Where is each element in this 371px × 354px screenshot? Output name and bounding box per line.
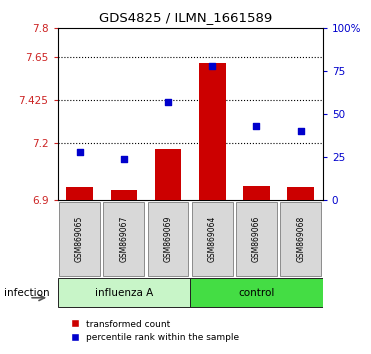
Point bbox=[165, 99, 171, 105]
Text: GSM869068: GSM869068 bbox=[296, 216, 305, 262]
FancyBboxPatch shape bbox=[192, 201, 233, 276]
FancyBboxPatch shape bbox=[236, 201, 277, 276]
Text: GSM869064: GSM869064 bbox=[208, 216, 217, 262]
Bar bbox=[66, 187, 93, 200]
Text: GDS4825 / ILMN_1661589: GDS4825 / ILMN_1661589 bbox=[99, 11, 272, 24]
Text: GSM869067: GSM869067 bbox=[119, 216, 128, 262]
Point bbox=[253, 123, 259, 129]
Text: influenza A: influenza A bbox=[95, 288, 153, 298]
FancyBboxPatch shape bbox=[104, 201, 144, 276]
Text: GSM869069: GSM869069 bbox=[164, 216, 173, 262]
FancyBboxPatch shape bbox=[58, 279, 190, 307]
Text: infection: infection bbox=[4, 288, 49, 298]
Text: control: control bbox=[238, 288, 275, 298]
Point bbox=[298, 129, 303, 134]
FancyBboxPatch shape bbox=[190, 279, 323, 307]
Bar bbox=[243, 186, 270, 200]
Text: GSM869066: GSM869066 bbox=[252, 216, 261, 262]
Bar bbox=[155, 149, 181, 200]
Text: GSM869065: GSM869065 bbox=[75, 216, 84, 262]
Point bbox=[121, 156, 127, 162]
Legend: transformed count, percentile rank within the sample: transformed count, percentile rank withi… bbox=[62, 316, 243, 346]
Point bbox=[209, 63, 215, 69]
Bar bbox=[111, 189, 137, 200]
Point bbox=[77, 149, 83, 155]
FancyBboxPatch shape bbox=[59, 201, 100, 276]
FancyBboxPatch shape bbox=[148, 201, 188, 276]
Bar bbox=[199, 63, 226, 200]
FancyBboxPatch shape bbox=[280, 201, 321, 276]
Bar bbox=[288, 187, 314, 200]
